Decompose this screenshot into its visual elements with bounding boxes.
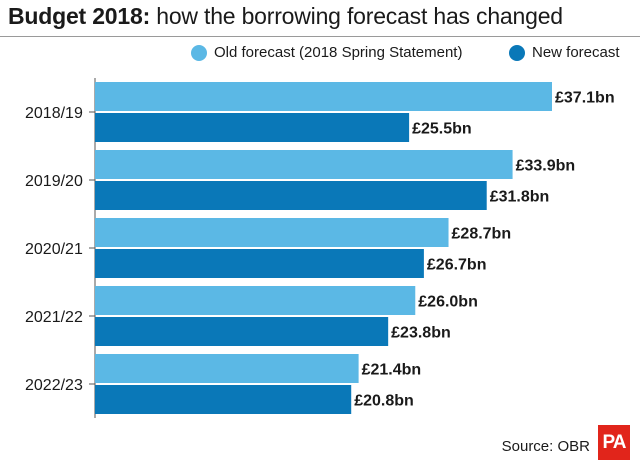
- legend-new: New forecast: [509, 44, 620, 61]
- category-label: 2018/19: [25, 105, 83, 122]
- category-label: 2021/22: [25, 309, 83, 326]
- source-note: Source: OBR: [501, 438, 590, 455]
- bar-old: [95, 354, 359, 383]
- category-label: 2022/23: [25, 377, 83, 394]
- bar-old: [95, 150, 513, 179]
- category-label: 2019/20: [25, 173, 83, 190]
- title-rest: how the borrowing forecast has changed: [150, 3, 563, 29]
- legend-old-label: Old forecast (2018 Spring Statement): [214, 44, 463, 61]
- bar-old: [95, 286, 416, 315]
- data-label: £23.8bn: [391, 325, 451, 342]
- bar-new: [95, 317, 389, 346]
- data-label: £26.7bn: [427, 257, 487, 274]
- bar-new: [95, 385, 352, 414]
- bar-old: [95, 218, 449, 247]
- data-label: £33.9bn: [516, 158, 576, 175]
- bar-new: [95, 249, 424, 278]
- bar-old: [95, 82, 552, 111]
- data-label: £25.5bn: [412, 121, 472, 138]
- bar-new: [95, 181, 487, 210]
- data-label: £37.1bn: [555, 90, 615, 107]
- title-bold: Budget 2018:: [8, 3, 151, 29]
- data-label: £28.7bn: [452, 226, 512, 243]
- title-divider: [0, 36, 640, 37]
- data-label: £31.8bn: [490, 189, 550, 206]
- data-label: £21.4bn: [362, 362, 422, 379]
- legend-new-label: New forecast: [532, 44, 620, 61]
- data-label: £26.0bn: [418, 294, 478, 311]
- data-label: £20.8bn: [354, 393, 414, 410]
- legend-new-swatch: [509, 44, 525, 61]
- pa-logo: PA: [598, 425, 630, 460]
- legend-old: Old forecast (2018 Spring Statement): [191, 44, 462, 61]
- bar-new: [95, 113, 410, 142]
- legend-old-swatch: [191, 44, 207, 61]
- category-label: 2020/21: [25, 241, 83, 258]
- chart-title: Budget 2018: how the borrowing forecast …: [8, 3, 563, 30]
